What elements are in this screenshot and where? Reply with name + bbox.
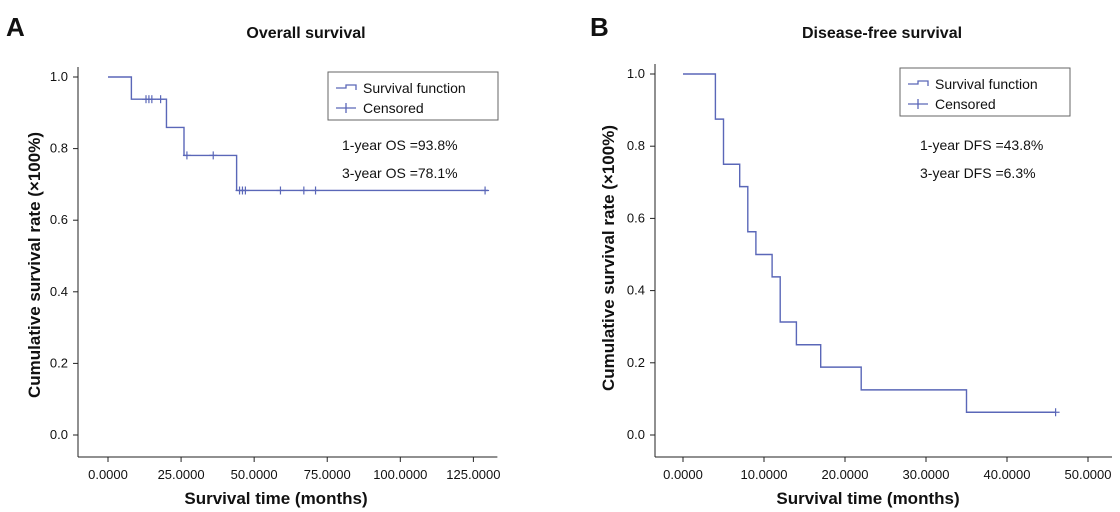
- step-line-icon: [908, 80, 929, 86]
- y-tick-label: 0.6: [627, 210, 645, 225]
- legend: Survival function Censored: [327, 71, 499, 121]
- legend-label-survival-function: Survival function: [935, 76, 1038, 92]
- x-tick-label: 50.0000: [231, 467, 278, 482]
- censored-marker: [311, 186, 320, 195]
- x-tick-label: 40.0000: [984, 467, 1031, 482]
- step-line-icon: [336, 84, 357, 90]
- y-tick-label: 0.2: [50, 355, 68, 370]
- y-tick-label: 0.8: [627, 138, 645, 153]
- legend: Survival function Censored: [899, 67, 1071, 117]
- chart-title: Disease-free survival: [802, 25, 962, 42]
- legend-box: [327, 71, 499, 121]
- censored-marker: [156, 95, 165, 104]
- censored-marker: [182, 151, 191, 160]
- y-tick-label: 1.0: [50, 69, 68, 84]
- axes: 0.0000 25.0000 50.0000 75.0000 100.0000 125.0…: [50, 67, 501, 482]
- censored-marker: [299, 186, 308, 195]
- x-axis-title: Survival time (months): [184, 489, 367, 508]
- y-tick-label: 0.2: [627, 355, 645, 370]
- y-tick-label: 0.8: [50, 141, 68, 156]
- y-axis-title: Cumulative survival rate (×100%): [25, 132, 44, 398]
- axes: 0.0000 10.0000 20.0000 30.0000 40.0000 50.000…: [627, 64, 1112, 482]
- y-tick-label: 0.6: [50, 212, 68, 227]
- censored-marker: [481, 186, 490, 195]
- y-tick-label: 0.0: [50, 427, 68, 442]
- chart-title: Overall survival: [246, 25, 365, 42]
- x-tick-label: 30.0000: [903, 467, 950, 482]
- x-tick-label: 125.0000: [446, 467, 500, 482]
- panel-letter: A: [6, 12, 25, 42]
- censored-marker: [241, 186, 250, 195]
- annotation-3-year: 3-year DFS =6.3%: [920, 165, 1036, 181]
- panel-letter: B: [590, 12, 609, 42]
- plot-area: [108, 76, 490, 195]
- y-tick-label: 0.4: [50, 284, 68, 299]
- annotation-3-year: 3-year OS =78.1%: [342, 165, 458, 181]
- annotation-1-year: 1-year OS =93.8%: [342, 137, 458, 153]
- y-tick-label: 0.0: [627, 427, 645, 442]
- censored-marker: [1051, 408, 1060, 417]
- survival-function-line: [683, 73, 1056, 413]
- legend-label-censored: Censored: [935, 96, 996, 112]
- y-axis-title: Cumulative survival rate (×100%): [599, 125, 618, 391]
- x-tick-label: 20.0000: [822, 467, 869, 482]
- panel-a-overall-survival: A Overall survival Survival time (months…: [6, 12, 501, 508]
- censored-marker: [276, 186, 285, 195]
- legend-label-censored: Censored: [363, 100, 424, 116]
- x-tick-label: 75.0000: [304, 467, 351, 482]
- legend-box: [899, 67, 1071, 117]
- legend-label-survival-function: Survival function: [363, 80, 466, 96]
- x-axis-title: Survival time (months): [776, 489, 959, 508]
- x-tick-label: 25.0000: [158, 467, 205, 482]
- x-tick-label: 0.0000: [88, 467, 128, 482]
- annotation-1-year: 1-year DFS =43.8%: [920, 137, 1043, 153]
- panel-b-disease-free-survival: B Disease-free survival Survival time (m…: [590, 12, 1112, 508]
- censored-marker: [209, 151, 218, 160]
- x-tick-label: 50.0000: [1065, 467, 1112, 482]
- censored-marker: [147, 95, 156, 104]
- x-tick-label: 0.0000: [663, 467, 703, 482]
- y-tick-label: 1.0: [627, 66, 645, 81]
- x-tick-label: 100.0000: [373, 467, 427, 482]
- y-tick-label: 0.4: [627, 283, 645, 298]
- x-tick-label: 10.0000: [741, 467, 788, 482]
- plot-area: [683, 73, 1060, 417]
- survival-function-line: [108, 76, 488, 192]
